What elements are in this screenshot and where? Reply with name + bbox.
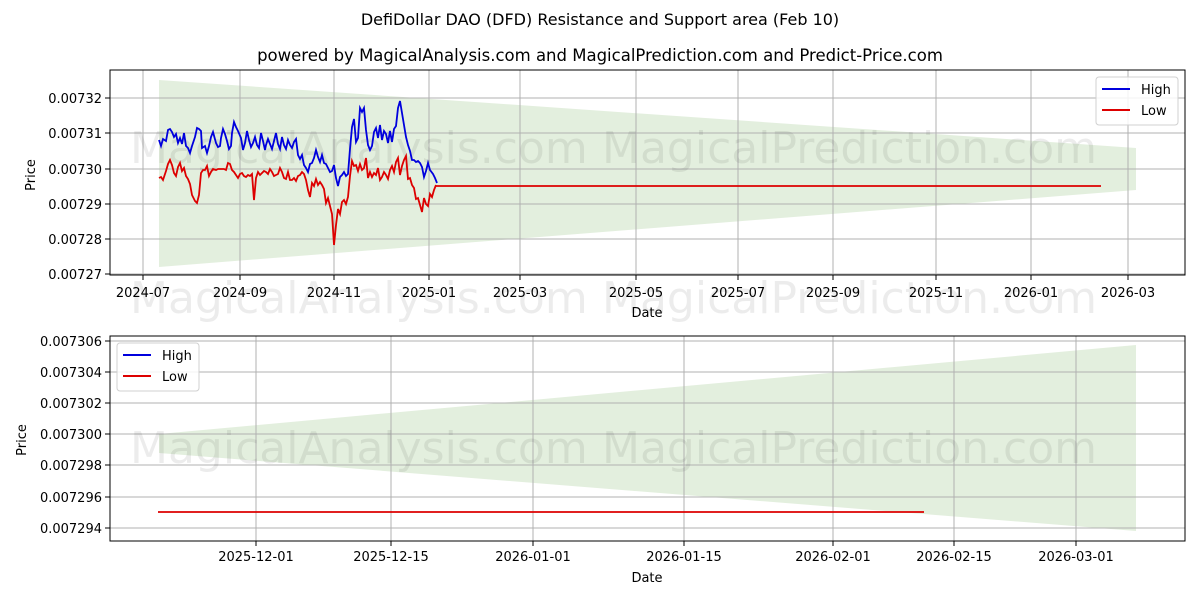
top-x-axis-label: Date	[631, 306, 662, 321]
bottom-x-tick: 2025-12-01	[218, 550, 294, 565]
top-x-tick: 2025-03	[493, 286, 547, 301]
bottom-panel: MagicalAnalysis.com MagicalPrediction.co…	[15, 335, 1186, 586]
top-x-tick: 2025-11	[909, 286, 963, 301]
bottom-axes-frame	[109, 335, 1186, 542]
top-panel: MagicalAnalysis.com MagicalPrediction.co…	[24, 69, 1186, 324]
bottom-y-tick: 0.007302	[40, 397, 102, 412]
watermark-analysis-3: MagicalAnalysis.com	[130, 423, 588, 474]
watermark-prediction-2: MagicalPrediction.com	[602, 273, 1097, 324]
watermark-prediction-3: MagicalPrediction.com	[602, 423, 1097, 474]
bottom-x-ticks: 2025-12-01 2025-12-15 2026-01-01 2026-01…	[218, 541, 1114, 565]
bottom-legend: High Low	[116, 342, 200, 392]
top-x-tick: 2024-09	[213, 286, 267, 301]
bottom-x-tick: 2026-02-15	[916, 550, 992, 565]
chart-subtitle: powered by MagicalAnalysis.com and Magic…	[257, 46, 943, 65]
top-x-tick: 2025-01	[402, 286, 456, 301]
top-y-tick: 0.00729	[48, 198, 102, 213]
legend-high-label: High	[162, 349, 192, 364]
legend-low-label: Low	[162, 370, 188, 385]
top-x-tick: 2025-09	[806, 286, 860, 301]
bottom-support-band	[159, 345, 1136, 531]
top-y-tick: 0.00732	[48, 92, 102, 107]
bottom-y-axis-label: Price	[15, 424, 30, 456]
top-legend: High Low	[1095, 76, 1179, 126]
chart-title: DefiDollar DAO (DFD) Resistance and Supp…	[360, 10, 840, 29]
top-x-tick: 2026-01	[1004, 286, 1058, 301]
top-support-band	[159, 80, 1136, 267]
top-x-ticks: 2024-07 2024-09 2024-11 2025-01 2025-03 …	[116, 275, 1155, 301]
watermark-prediction: MagicalPrediction.com	[602, 123, 1097, 174]
top-y-tick: 0.00727	[48, 268, 102, 283]
bottom-y-tick: 0.007300	[40, 428, 102, 443]
top-y-axis-label: Price	[24, 159, 39, 191]
high-series-line	[158, 100, 438, 187]
watermark-analysis-2: MagicalAnalysis.com	[130, 273, 588, 324]
legend-high-label: High	[1141, 83, 1171, 98]
bottom-y-tick: 0.007304	[40, 366, 102, 381]
top-x-tick: 2025-05	[609, 286, 663, 301]
bottom-x-axis-label: Date	[631, 571, 662, 586]
top-x-tick: 2024-07	[116, 286, 170, 301]
bottom-y-ticks: 0.007306 0.007304 0.007302 0.007300 0.00…	[40, 335, 110, 537]
top-axes-frame	[109, 69, 1186, 276]
bottom-x-tick: 2026-01-15	[646, 550, 722, 565]
bottom-x-tick: 2026-03-01	[1038, 550, 1114, 565]
bottom-y-tick: 0.007296	[40, 491, 102, 506]
top-y-tick: 0.00731	[48, 127, 102, 142]
bottom-grid	[110, 336, 1185, 541]
bottom-x-tick: 2026-02-01	[795, 550, 871, 565]
bottom-y-tick: 0.007294	[40, 522, 102, 537]
top-y-ticks: 0.00732 0.00731 0.00730 0.00729 0.00728 …	[48, 92, 110, 283]
top-x-tick: 2026-03	[1101, 286, 1155, 301]
top-x-tick: 2025-07	[711, 286, 765, 301]
top-y-tick: 0.00728	[48, 233, 102, 248]
top-x-tick: 2024-11	[307, 286, 361, 301]
top-grid	[110, 70, 1185, 275]
bottom-y-tick: 0.007298	[40, 459, 102, 474]
bottom-x-tick: 2026-01-01	[495, 550, 571, 565]
bottom-x-tick: 2025-12-15	[353, 550, 429, 565]
bottom-y-tick: 0.007306	[40, 335, 102, 350]
low-series-line	[158, 152, 437, 246]
legend-low-label: Low	[1141, 104, 1167, 119]
top-y-tick: 0.00730	[48, 163, 102, 178]
